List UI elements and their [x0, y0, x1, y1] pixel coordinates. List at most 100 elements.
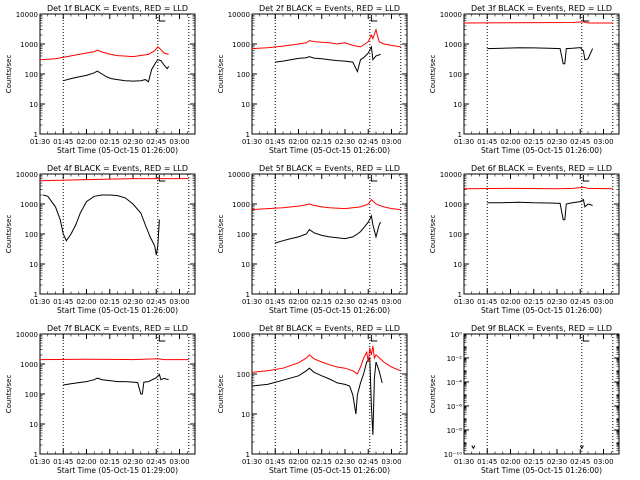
series-line-events [251, 356, 383, 435]
y-tick-label: 10000 [440, 11, 462, 19]
y-tick-label: 10⁻⁸ [447, 427, 463, 435]
y-axis-label: Counts/sec [429, 375, 437, 414]
y-tick-label: 100 [237, 231, 250, 239]
x-axis-label: Start Time (05-Oct-15 01:26:00) [481, 466, 602, 475]
y-tick-label: 100 [237, 371, 250, 379]
y-axis-label: Counts/sec [5, 375, 13, 414]
y-tick-label: 1 [246, 131, 250, 139]
y-tick-label: 1 [246, 291, 250, 299]
x-tick-label: 02:30 [123, 298, 143, 306]
y-tick-label: 100 [449, 231, 462, 239]
y-tick-label: 1000 [232, 331, 250, 339]
y-tick-label: 10 [453, 101, 462, 109]
y-tick-label: 10⁻² [447, 355, 463, 363]
x-axis-label: Start Time (05-Oct-15 01:26:00) [57, 306, 178, 315]
x-tick-label: 02:30 [335, 138, 355, 146]
chart-panel-1: Det 1f BLACK = Events, RED = LLD 1 10 100 10… [5, 4, 196, 155]
y-tick-label: 10 [29, 421, 38, 429]
chart-title: Det 4f BLACK = Events, RED = LLD [47, 164, 188, 173]
x-tick-label: 01:30 [242, 138, 262, 146]
x-axis-label: Start Time (05-Oct-15 01:26:00) [269, 146, 390, 155]
x-tick-label: 02:45 [146, 458, 166, 466]
y-tick-label: 1000 [20, 41, 38, 49]
x-tick-label: 02:45 [358, 458, 378, 466]
x-tick-label: 02:00 [288, 138, 308, 146]
x-tick-label: 02:15 [100, 138, 120, 146]
x-tick-label: 01:30 [242, 298, 262, 306]
x-tick-label: 03:00 [169, 138, 189, 146]
y-tick-label: 10 [241, 411, 250, 419]
y-tick-label: 1 [34, 131, 38, 139]
x-tick-label: 02:00 [288, 458, 308, 466]
series-line-events [63, 373, 169, 395]
x-tick-label: 02:15 [312, 298, 332, 306]
x-tick-label: 02:00 [500, 138, 520, 146]
x-tick-label: 01:30 [242, 458, 262, 466]
x-axis-label: Start Time (05-Oct-15 01:26:00) [481, 146, 602, 155]
y-tick-label: 10000 [228, 11, 250, 19]
chart-panel-6: Det 6f BLACK = Events, RED = LLD 1 10 100 10… [429, 164, 620, 315]
y-tick-label: 10000 [228, 171, 250, 179]
y-tick-label: 10 [29, 261, 38, 269]
y-tick-label: 1 [34, 291, 38, 299]
y-tick-label: 10000 [16, 171, 38, 179]
series-line-lld [463, 186, 613, 190]
y-axis-label: Counts/sec [5, 215, 13, 254]
series-line-events [471, 445, 476, 450]
y-tick-label: 10 [241, 261, 250, 269]
time-marker [582, 15, 590, 22]
chart-title: Det 8f BLACK = Events, RED = LLD [259, 324, 400, 333]
x-tick-label: 01:45 [265, 458, 285, 466]
x-tick-label: 03:00 [381, 458, 401, 466]
series-line-events [487, 47, 594, 65]
x-tick-label: 01:45 [53, 458, 73, 466]
x-axis-label: Start Time (05-Oct-15 01:26:00) [269, 466, 390, 475]
x-tick-label: 02:30 [547, 458, 567, 466]
x-tick-label: 02:15 [100, 298, 120, 306]
time-marker [582, 175, 590, 182]
x-tick-label: 02:00 [500, 458, 520, 466]
x-tick-label: 02:00 [76, 138, 96, 146]
x-tick-label: 02:45 [146, 138, 166, 146]
x-tick-label: 03:00 [593, 458, 613, 466]
series-line-events [275, 45, 381, 74]
chart-panel-4: Det 4f BLACK = Events, RED = LLD 1 10 100 10… [5, 164, 196, 315]
series-line-events [579, 445, 584, 450]
y-tick-label: 1000 [232, 41, 250, 49]
time-marker [370, 175, 378, 182]
x-tick-label: 02:15 [312, 458, 332, 466]
x-tick-label: 01:30 [454, 138, 474, 146]
chart-title: Det 2f BLACK = Events, RED = LLD [259, 4, 400, 13]
y-tick-label: 10⁻¹⁰ [444, 451, 462, 459]
y-tick-label: 100 [25, 391, 38, 399]
time-marker [370, 335, 378, 342]
x-tick-label: 02:00 [500, 298, 520, 306]
chart-title: Det 3f BLACK = Events, RED = LLD [471, 4, 612, 13]
chart-panel-5: Det 5f BLACK = Events, RED = LLD 1 10 100 10… [217, 164, 408, 315]
y-tick-label: 1 [246, 451, 250, 459]
chart-title: Det 7f BLACK = Events, RED = LLD [47, 324, 188, 333]
chart-panel-8: Det 8f BLACK = Events, RED = LLD 1 10 100 10… [217, 324, 408, 475]
x-tick-label: 03:00 [593, 298, 613, 306]
x-tick-label: 03:00 [169, 298, 189, 306]
x-tick-label: 02:45 [358, 298, 378, 306]
chart-panel-2: Det 2f BLACK = Events, RED = LLD 1 10 100 10… [217, 4, 408, 155]
x-tick-label: 01:45 [477, 458, 497, 466]
time-marker [158, 335, 166, 342]
y-axis-label: Counts/sec [217, 55, 225, 94]
x-tick-label: 02:30 [547, 298, 567, 306]
x-tick-label: 01:45 [477, 298, 497, 306]
y-tick-label: 100 [237, 71, 250, 79]
x-tick-label: 02:00 [76, 298, 96, 306]
time-marker [370, 15, 378, 22]
x-tick-label: 02:15 [100, 458, 120, 466]
x-tick-label: 01:45 [53, 298, 73, 306]
x-tick-label: 02:00 [76, 458, 96, 466]
y-tick-label: 1000 [232, 201, 250, 209]
y-tick-label: 10000 [440, 171, 462, 179]
y-axis-label: Counts/sec [429, 215, 437, 254]
x-tick-label: 03:00 [381, 138, 401, 146]
x-tick-label: 01:30 [30, 138, 50, 146]
series-line-lld [39, 358, 189, 361]
